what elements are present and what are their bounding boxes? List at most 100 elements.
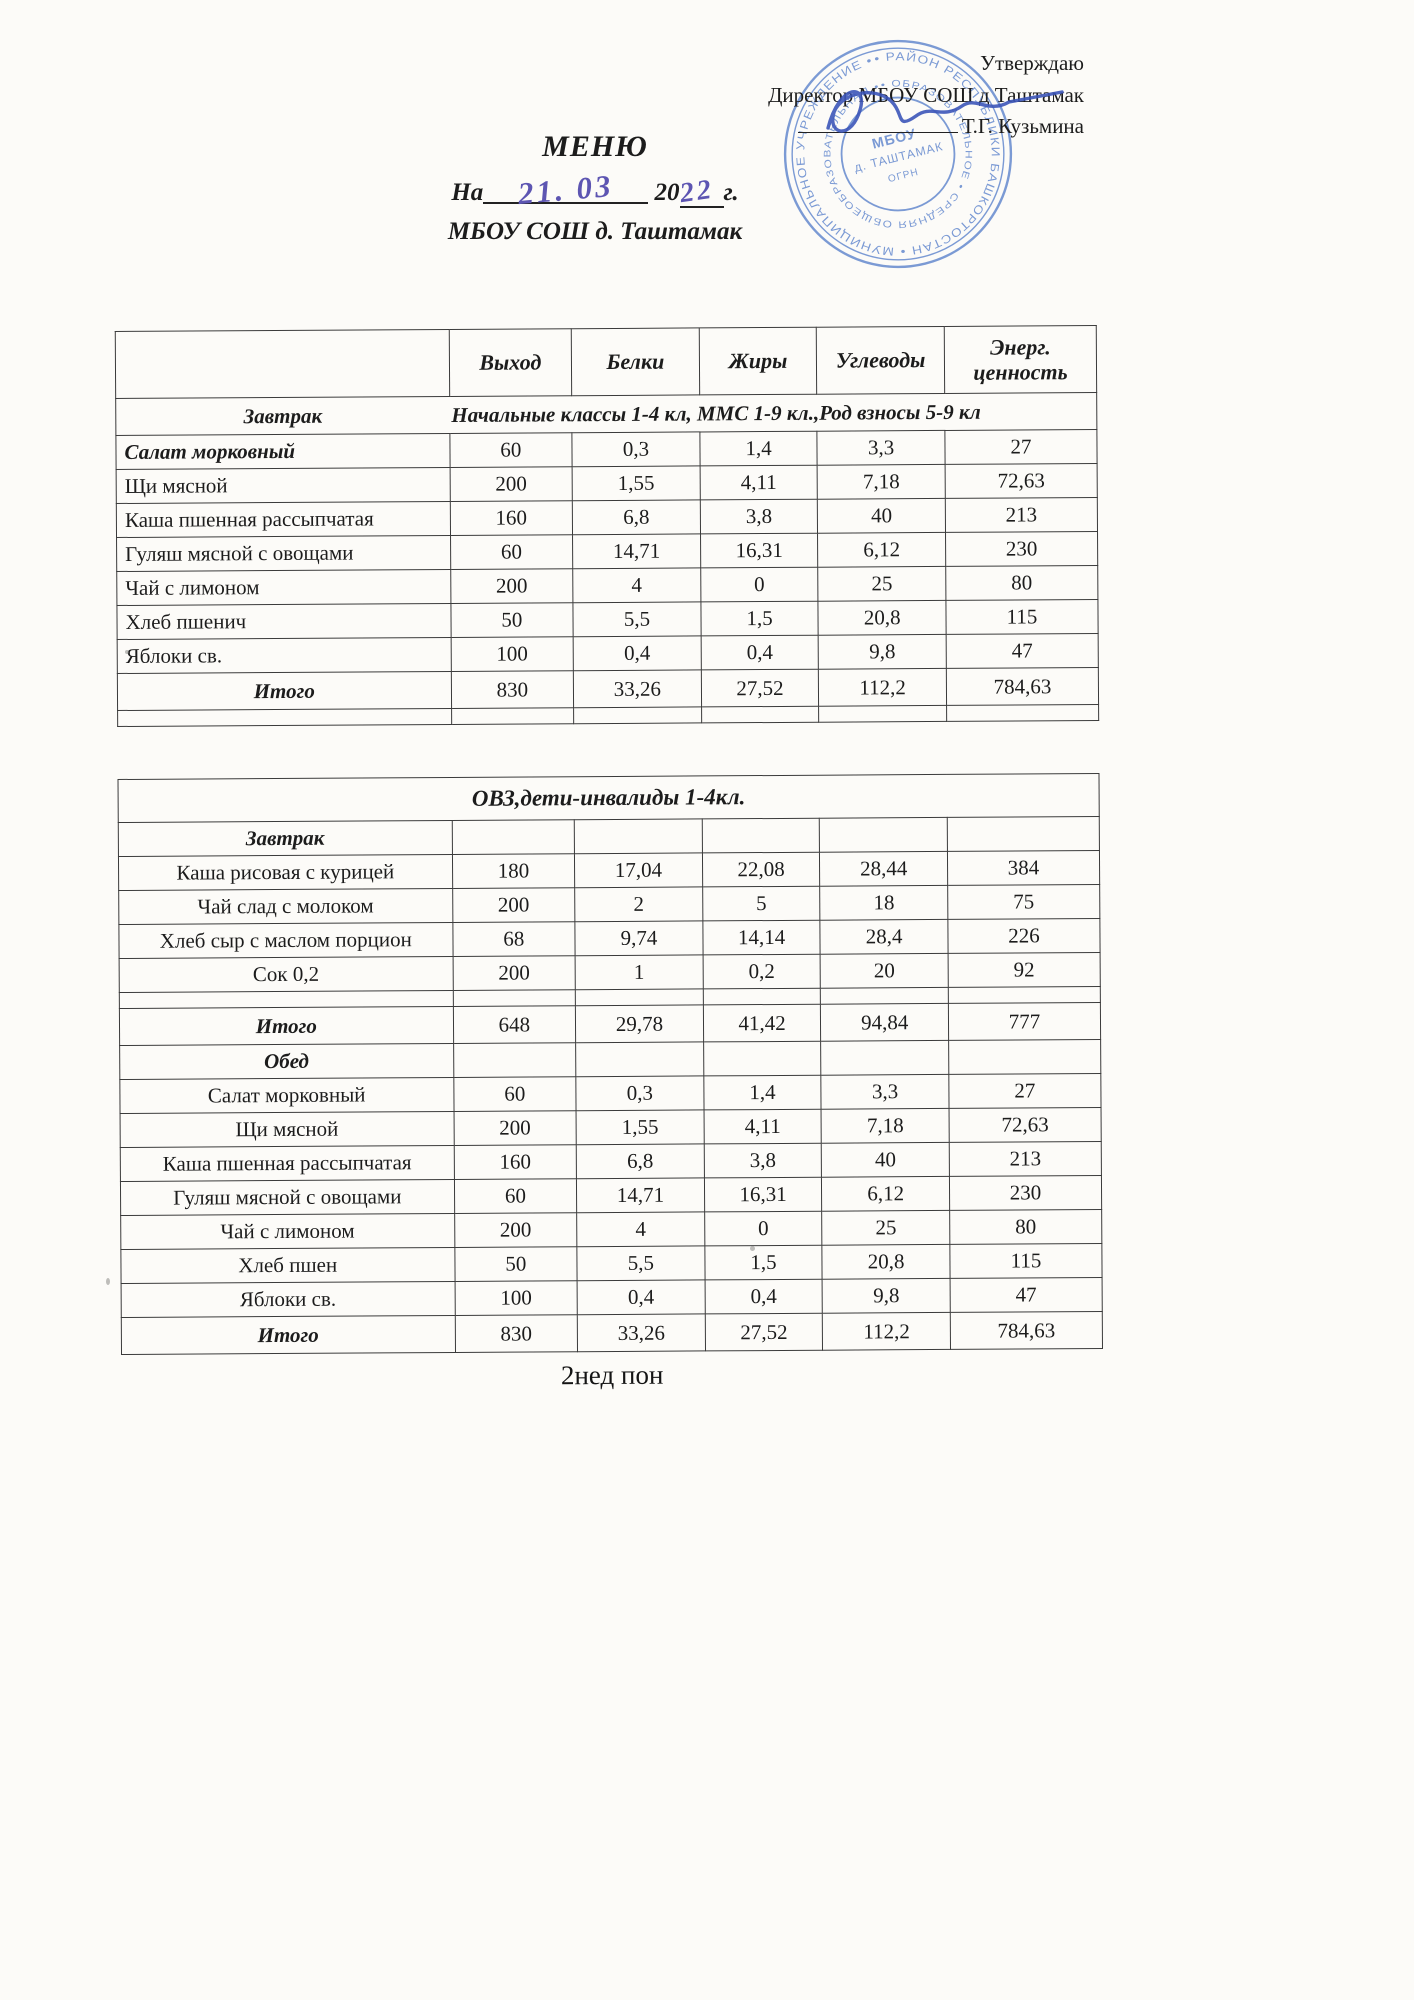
table-cell: 100 [454,1280,578,1316]
row-section: Завтрак Начальные классы 1-4 кл, ММС 1-9 … [115,392,1097,436]
table-cell: 3,8 [699,499,818,534]
table-cell: 27,52 [704,1313,823,1351]
table-cell: Белки [571,327,700,396]
scan-speck [750,1246,755,1251]
table-cell: 94,84 [820,1003,949,1042]
table-cell: 7,18 [821,1108,950,1144]
table-cell: 100 [450,636,574,672]
table-cell: Итого [119,1006,454,1046]
table-cell: 14,71 [572,533,701,569]
table-cell: 20 [820,953,949,989]
table-cell: 47 [946,633,1099,669]
table-cell: 0,3 [575,1075,704,1111]
table-cell: Завтрак [115,396,450,436]
table-cell [575,1041,704,1077]
table-cell: Начальные классы 1-4 кл, ММС 1-9 кл.,Род… [449,392,1097,434]
table-cell: Углеводы [816,326,945,395]
table-cell: 1,4 [699,431,818,466]
table-cell: 9,8 [818,634,947,670]
table-cell: 17,04 [574,852,703,888]
table-cell: 226 [947,918,1101,954]
date-line: На 21. 03 2022 г. [0,168,1190,211]
table-cell: 6,12 [817,532,946,568]
table-cell: 648 [452,1005,576,1044]
table-cell: 4,11 [699,465,818,500]
table-cell: 213 [949,1141,1102,1177]
table-cell: 5,5 [573,601,701,637]
director-signature-icon [826,90,1064,133]
table-cell: 60 [453,1178,577,1214]
table-cell: 1,55 [572,465,700,501]
table-cell [453,1042,576,1078]
table-cell: 80 [945,565,1098,601]
table-cell: 200 [454,1212,578,1248]
table-cell: 20,8 [822,1244,950,1280]
table-cell: Чай слад с молоком [118,888,453,925]
table-cell: 200 [452,955,576,991]
table-cell [701,818,820,853]
table-cell: 29,78 [575,1004,704,1043]
table-cell [115,329,450,399]
table-cell: 14,14 [702,920,821,955]
table-cell: Хлеб пшенич [116,603,451,640]
table-cell: 40 [817,498,946,534]
table-cell: 784,63 [946,667,1099,706]
table-cell: 115 [945,599,1099,635]
official-round-stamp-icon: • РАЙОН РЕСПУБЛИКИ БАШКОРТОСТАН • МУНИЦИ… [773,29,1022,278]
row-total: Итого 648 29,78 41,42 94,84 777 [119,1002,1101,1046]
table-cell: 22,08 [702,852,821,887]
table-cell: 160 [449,500,573,536]
table-cell [702,988,821,1005]
table-cell: 5 [702,886,821,921]
table-cell: 4 [572,567,701,603]
table-cell: Гуляш мясной с овощами [116,535,451,572]
table-cell: Выход [448,328,572,397]
table-cell: 1,4 [703,1075,822,1110]
table-cell: Итого [117,671,452,711]
table-cell: ОВЗ,дети-инвалиды 1-4кл. [118,773,1100,823]
table-cell: 50 [450,602,574,638]
table-cell: 384 [947,850,1100,886]
table-cell: 180 [452,853,575,889]
table-cell: 16,31 [704,1177,823,1212]
table-cell: 80 [949,1209,1102,1245]
table-cell: 20,8 [818,600,947,636]
table-cell: 112,2 [822,1312,951,1351]
table-cell: 4 [576,1211,705,1247]
table-cell: 200 [452,887,576,923]
table-cell: Завтрак [118,820,453,857]
table-cell [948,986,1101,1004]
table-cell: 0,3 [572,431,700,467]
table-cell: 777 [948,1002,1101,1041]
table-cell: 47 [949,1277,1103,1313]
table-cell: 1 [575,954,703,990]
table-cell: 40 [821,1142,950,1178]
table-cell: 200 [450,568,574,604]
menu-tables: Выход Белки Жиры Углеводы Энерг. ценность Завт… [115,325,1103,1394]
table-cell: Хлеб пшен [120,1247,455,1284]
table-cell: 830 [454,1314,578,1353]
date-prefix: На [451,179,484,206]
table-cell [451,819,575,855]
table-cell: 0,4 [577,1279,705,1315]
table-cell: 0 [704,1211,823,1246]
table-cell: 0,2 [702,954,821,989]
row-colheads: Выход Белки Жиры Углеводы Энерг. ценность [115,325,1097,399]
table-cell [818,705,947,723]
table-cell: Гуляш мясной с овощами [120,1179,455,1216]
table-cell: 7,18 [817,464,946,500]
year-underline: 22 [677,174,724,209]
year-suffix: г. [723,179,739,206]
table-cell: 41,42 [703,1004,822,1042]
table-cell: 200 [453,1110,577,1146]
table-cell: Щи мясной [120,1111,454,1148]
table-cell: 68 [452,921,576,957]
menu-table-main: Выход Белки Жиры Углеводы Энерг. ценность Завт… [115,325,1099,727]
table-cell: 1,5 [700,601,819,636]
table-cell [820,987,949,1005]
table-cell: 9,74 [575,920,703,956]
table-cell: 6,12 [821,1176,950,1212]
table-cell: 0,4 [704,1279,823,1314]
handwritten-date: 21. 03 [516,167,615,212]
